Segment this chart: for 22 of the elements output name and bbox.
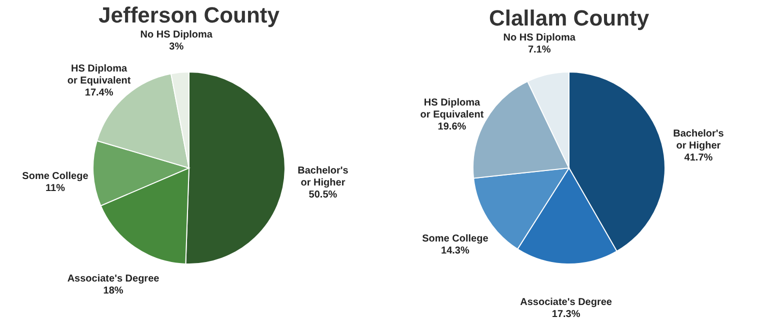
slice-label: Bachelor's or Higher — [298, 165, 349, 188]
slice-label: No HS Diploma — [503, 32, 576, 44]
data-label: 3% — [169, 42, 184, 53]
data-label: 7.1% — [528, 44, 551, 56]
slice-label: HS Diploma or Equivalent — [420, 98, 484, 121]
slice-label: Some College — [422, 234, 489, 245]
data-label: 41.7% — [684, 152, 713, 164]
chart-title: Clallam County — [488, 5, 650, 30]
data-label: 11% — [45, 182, 66, 194]
data-label: 19.6% — [438, 122, 466, 133]
slice-label: Bachelor's or Higher — [673, 128, 724, 152]
chart-title: Jefferson County — [98, 2, 280, 28]
data-label: 14.3% — [441, 246, 470, 257]
data-label: 18% — [103, 286, 124, 297]
slice-label: Associate's Degree — [67, 274, 160, 285]
slice-label: HS Diploma or Equivalent — [67, 64, 132, 87]
data-label: 17.4% — [84, 88, 114, 99]
slice-label: Some College — [22, 170, 89, 182]
data-label: 50.5% — [308, 189, 338, 200]
data-label: 17.3% — [552, 308, 580, 320]
slice-label: No HS Diploma — [140, 30, 213, 41]
slice-label: Associate's Degree — [520, 296, 612, 308]
